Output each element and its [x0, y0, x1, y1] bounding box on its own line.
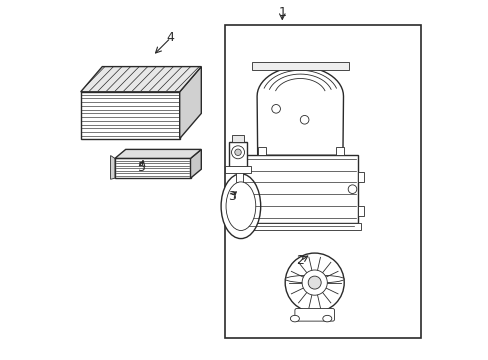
- Bar: [228, 142, 247, 167]
- Polygon shape: [81, 67, 201, 92]
- Bar: [335, 147, 343, 155]
- Ellipse shape: [322, 315, 331, 322]
- Ellipse shape: [285, 275, 344, 283]
- Bar: [251, 62, 348, 69]
- Text: 3: 3: [227, 190, 235, 203]
- Text: 2: 2: [296, 255, 304, 267]
- Bar: [257, 147, 265, 155]
- Bar: [81, 92, 179, 139]
- Bar: [236, 172, 242, 183]
- Polygon shape: [115, 149, 201, 158]
- Circle shape: [302, 270, 326, 295]
- Bar: [357, 172, 364, 183]
- Polygon shape: [257, 67, 343, 155]
- Text: 5: 5: [138, 161, 145, 174]
- Bar: [115, 158, 190, 178]
- Bar: [242, 155, 357, 223]
- Circle shape: [347, 185, 356, 194]
- Circle shape: [300, 116, 308, 124]
- Text: 4: 4: [166, 31, 174, 44]
- Circle shape: [234, 149, 241, 156]
- Circle shape: [307, 276, 321, 289]
- Ellipse shape: [290, 315, 299, 322]
- FancyBboxPatch shape: [294, 309, 334, 321]
- Polygon shape: [190, 149, 201, 178]
- Polygon shape: [110, 156, 115, 179]
- Ellipse shape: [221, 174, 260, 239]
- Circle shape: [285, 253, 344, 312]
- Polygon shape: [179, 67, 201, 139]
- Bar: [224, 166, 250, 173]
- Bar: [224, 25, 420, 338]
- Bar: [231, 135, 244, 142]
- Polygon shape: [239, 223, 361, 230]
- Bar: [357, 206, 364, 216]
- Ellipse shape: [225, 182, 255, 230]
- Circle shape: [231, 146, 244, 159]
- Bar: [236, 206, 242, 216]
- Circle shape: [271, 104, 280, 113]
- Text: 1: 1: [278, 6, 285, 19]
